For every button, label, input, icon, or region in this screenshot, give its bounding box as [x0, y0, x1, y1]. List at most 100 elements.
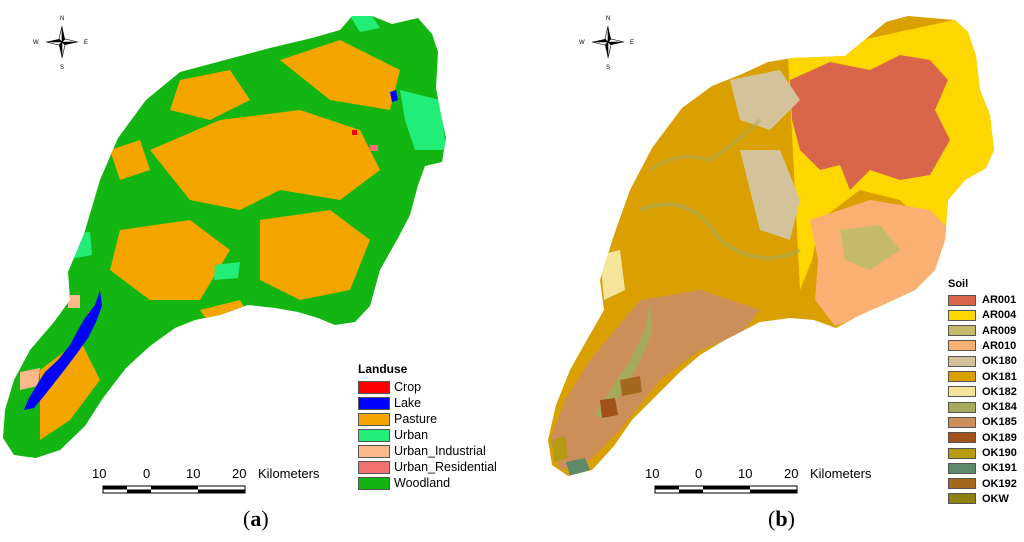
urban-area [60, 232, 92, 260]
urban-industrial-area [20, 368, 40, 390]
compass-e-label: E [84, 40, 88, 46]
panel-label-b: (b) [768, 506, 795, 531]
urban-area [350, 16, 380, 32]
scale-tick-label: 10 [186, 466, 201, 481]
legend-swatch [948, 309, 976, 321]
legend-label: OK190 [982, 447, 1017, 459]
scale-unit-label: Kilometers [258, 466, 320, 481]
soil-map [548, 16, 994, 476]
okw-channel [639, 202, 801, 260]
soil-legend-title: Soil [948, 278, 969, 290]
soil-legend-item: OK189 [948, 431, 1017, 445]
compass-rose-b: N S E W [579, 16, 634, 71]
compass-n-label: N [606, 16, 610, 22]
legend-swatch [948, 447, 976, 459]
legend-label: OK192 [982, 477, 1017, 490]
compass-w-label: W [579, 40, 585, 46]
legend-swatch [948, 478, 976, 490]
legend-label: AR001 [982, 294, 1017, 306]
soil-legend-item: OK181 [948, 370, 1017, 384]
pasture-area [110, 140, 150, 180]
urban-residential-area [370, 145, 378, 151]
legend-label: AR009 [982, 324, 1017, 337]
ok180-area [730, 70, 800, 130]
compass-w-label: W [33, 40, 39, 46]
legend-label: OKW [982, 492, 1009, 505]
compass-s-label: S [60, 65, 64, 71]
legend-swatch [358, 460, 390, 474]
scale-tick-label: 10 [645, 466, 660, 481]
scale-bar-b [654, 485, 798, 494]
legend-swatch [948, 386, 976, 398]
landuse-legend-item: Lake [358, 396, 421, 410]
lake-area [390, 90, 398, 102]
pasture-area [280, 40, 400, 110]
legend-swatch [948, 340, 976, 352]
legend-swatch [358, 476, 390, 490]
landuse-legend-item: Urban_Residential [358, 460, 497, 474]
landuse-legend-title: Landuse [358, 362, 408, 376]
legend-label: OK182 [982, 385, 1017, 398]
legend-swatch [358, 396, 390, 410]
legend-swatch [358, 412, 390, 426]
soil-legend-item: OK192 [948, 477, 1017, 491]
legend-swatch [948, 401, 976, 413]
legend-label: Pasture [394, 412, 438, 426]
legend-label: AR010 [982, 339, 1017, 352]
okw-channel [648, 118, 762, 172]
pasture-area [150, 110, 380, 210]
legend-label: AR004 [982, 309, 1017, 322]
legend-label: Urban_Residential [394, 460, 497, 474]
urban-area [214, 262, 240, 280]
landuse-legend-item: Pasture [358, 412, 437, 426]
soil-legend-item: OKW [948, 492, 1009, 506]
scale-unit-label: Kilometers [810, 466, 872, 481]
soil-legend-item: AR009 [948, 324, 1016, 338]
scale-tick-label: 10 [92, 466, 107, 481]
legend-swatch [358, 428, 390, 442]
legend-swatch [948, 493, 976, 505]
ar001-area [790, 55, 950, 190]
pasture-area [110, 220, 230, 300]
ok182-area [600, 250, 625, 300]
pasture-area [170, 70, 250, 120]
legend-label: Urban_Industrial [394, 444, 486, 458]
legend-label: Woodland [394, 476, 451, 490]
soil-legend-item: OK180 [948, 354, 1017, 368]
urban-industrial-area [68, 295, 80, 308]
scale-tick-label: 0 [143, 466, 151, 481]
legend-label: OK181 [982, 370, 1017, 383]
ok185-area [550, 290, 760, 470]
ok180-area [740, 150, 800, 240]
soil-legend-item: OK185 [948, 415, 1017, 429]
legend-label: Urban [394, 428, 429, 442]
soil-legend-item: AR004 [948, 308, 1016, 322]
legend-label: OK191 [982, 462, 1017, 475]
compass-s-label: S [606, 65, 610, 71]
ar009-area [840, 225, 900, 270]
landuse-legend-item: Urban [358, 428, 428, 442]
scale-bar-a [102, 485, 246, 494]
legend-label: OK189 [982, 431, 1017, 444]
landuse-legend-item: Urban_Industrial [358, 444, 486, 458]
soil-legend-item: OK182 [948, 385, 1017, 399]
soil-legend-item: OK190 [948, 446, 1017, 460]
soil-legend-item: AR001 [948, 293, 1016, 307]
legend-label: OK184 [982, 401, 1017, 414]
legend-swatch [948, 294, 976, 306]
soil-legend-item: OK184 [948, 400, 1017, 414]
landuse-legend-item: Woodland [358, 476, 450, 490]
soil-legend-item: OK191 [948, 461, 1017, 475]
legend-label: OK180 [982, 355, 1017, 368]
scale-tick-label: 10 [738, 466, 753, 481]
scale-tick-label: 20 [232, 466, 247, 481]
legend-swatch [948, 355, 976, 367]
legend-swatch [948, 325, 976, 337]
legend-label: Crop [394, 380, 422, 394]
legend-label: Lake [394, 396, 422, 410]
compass-e-label: E [630, 40, 634, 46]
ok192-area [620, 376, 642, 396]
ok184-area [595, 300, 652, 420]
compass-n-label: N [60, 16, 64, 22]
